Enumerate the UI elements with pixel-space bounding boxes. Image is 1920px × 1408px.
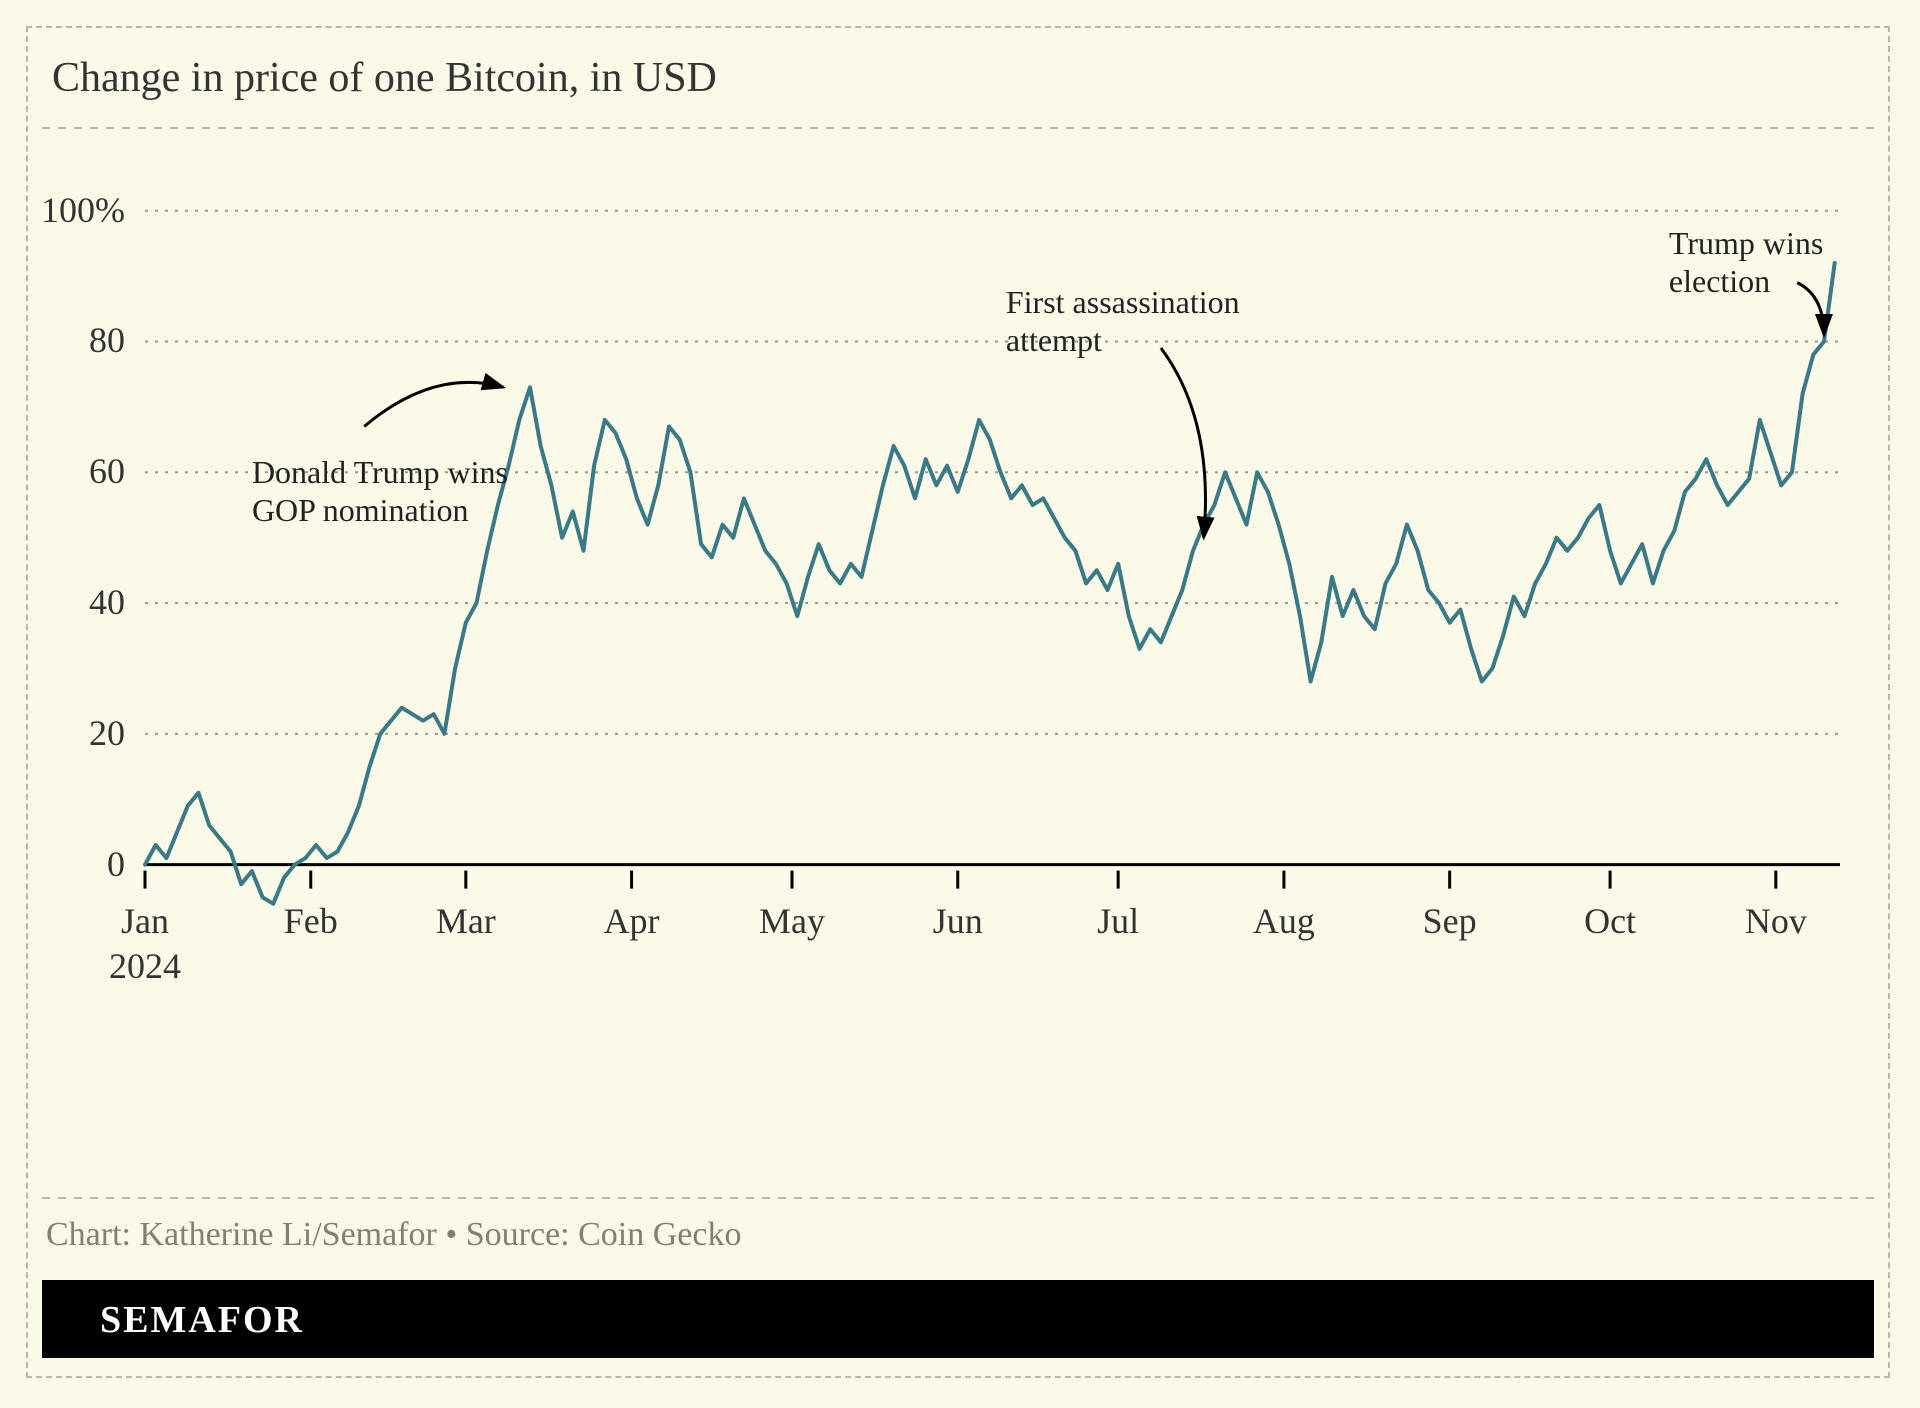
x-tick-label: May [732,899,852,944]
x-tick-label: Feb [251,899,371,944]
x-tick-label: Sep [1390,899,1510,944]
chart-credit: Chart: Katherine Li/Semafor • Source: Co… [46,1216,742,1254]
x-tick-label: Jul [1058,899,1178,944]
brand-bar [42,1280,1874,1358]
annotation: First assassinationattempt [1006,283,1240,360]
x-tick-label: Mar [406,899,526,944]
y-tick-label: 100% [35,189,125,231]
y-tick-label: 80 [35,319,125,361]
annotation: Trump winselection [1669,224,1823,301]
chart-title: Change in price of one Bitcoin, in USD [52,54,717,102]
x-tick-label: Jun [898,899,1018,944]
x-tick-label: Oct [1550,899,1670,944]
x-tick-label: Aug [1224,899,1344,944]
x-tick-label: Apr [572,899,692,944]
y-tick-label: 0 [35,843,125,885]
y-tick-label: 20 [35,712,125,754]
y-tick-label: 60 [35,450,125,492]
y-tick-label: 40 [35,581,125,623]
annotation: Donald Trump winsGOP nomination [252,453,508,530]
annotation-arrow [1161,348,1206,538]
brand-wordmark: SEMAFOR [100,1298,304,1342]
x-tick-label: Jan 2024 [85,899,205,989]
price-line [145,263,1835,904]
x-tick-label: Nov [1716,899,1836,944]
annotation-arrow [364,382,503,426]
